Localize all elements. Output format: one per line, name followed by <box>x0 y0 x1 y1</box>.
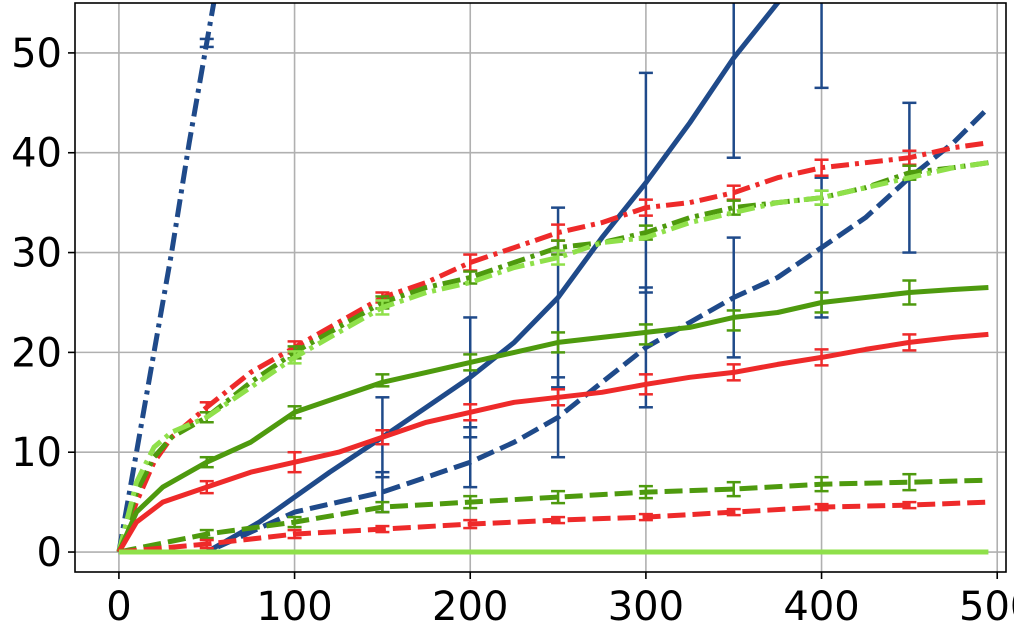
error-bar <box>902 279 917 306</box>
error-bar <box>814 502 829 512</box>
error-bar <box>551 515 566 525</box>
error-bar <box>726 236 741 359</box>
error-bar <box>287 528 302 540</box>
error-bar <box>814 291 829 314</box>
plot-frame <box>74 2 1007 573</box>
series-8 <box>118 472 989 555</box>
series-line <box>116 160 989 553</box>
error-bar <box>902 333 917 352</box>
error-bar <box>814 348 829 367</box>
error-bar <box>199 455 214 469</box>
series-6 <box>116 279 989 554</box>
y-tick-label: 20 <box>11 330 62 376</box>
error-bar <box>902 472 917 492</box>
error-bar <box>638 512 653 522</box>
series-line <box>118 477 989 555</box>
error-bar <box>199 528 214 540</box>
error-bar <box>463 426 478 489</box>
series-line <box>116 160 989 553</box>
x-tick-label: 300 <box>608 584 684 630</box>
error-bar <box>551 388 566 407</box>
series-line <box>116 331 989 554</box>
error-bar <box>726 309 741 332</box>
series-5 <box>116 160 989 553</box>
error-bar <box>638 323 653 346</box>
error-bar <box>551 331 566 354</box>
error-bar <box>726 507 741 517</box>
series-1 <box>118 3 829 555</box>
error-bar <box>463 403 478 422</box>
x-tick-label: 0 <box>106 584 131 630</box>
error-bar <box>375 428 390 446</box>
error-bar <box>287 450 302 474</box>
y-tick-label: 40 <box>11 131 62 177</box>
error-bar <box>638 373 653 396</box>
error-bar <box>287 405 302 420</box>
series-0 <box>116 3 217 553</box>
x-axis: 0 100 200 300 400 500 <box>106 572 1014 630</box>
error-bar <box>199 479 214 495</box>
error-bar <box>814 475 829 493</box>
error-bar <box>199 538 214 550</box>
error-bar <box>638 71 653 294</box>
error-bar <box>814 189 829 206</box>
error-bar <box>463 353 478 372</box>
error-bar <box>638 484 653 500</box>
x-tick-label: 100 <box>256 584 332 630</box>
y-tick-label: 30 <box>11 231 62 277</box>
error-bar <box>726 480 741 498</box>
y-tick-label: 0 <box>37 530 62 576</box>
error-bar <box>814 3 829 90</box>
error-bar <box>814 158 829 177</box>
error-bar <box>638 198 653 217</box>
error-bar <box>902 500 917 510</box>
error-bar <box>199 37 214 49</box>
error-bar <box>287 515 302 529</box>
error-bar <box>726 3 741 159</box>
series-layer <box>116 3 991 555</box>
x-tick-label: 400 <box>783 584 859 630</box>
error-bar <box>551 223 566 242</box>
x-tick-label: 500 <box>959 584 1014 630</box>
error-bar <box>375 299 390 316</box>
error-bar <box>551 489 566 505</box>
x-tick-label: 200 <box>432 584 508 630</box>
series-line <box>118 3 781 555</box>
series-line <box>118 106 991 555</box>
error-bar <box>551 249 566 266</box>
error-bar <box>287 350 302 365</box>
error-bar <box>375 500 390 514</box>
y-tick-label: 50 <box>11 31 62 77</box>
error-bar <box>375 524 390 534</box>
series-9 <box>118 499 989 555</box>
series-line <box>116 3 217 553</box>
series-7 <box>116 331 989 554</box>
series-2 <box>118 101 991 555</box>
error-bar <box>726 363 741 382</box>
y-axis: 0 10 20 30 40 50 <box>11 31 75 576</box>
series-line <box>116 140 989 553</box>
error-bar <box>463 518 478 530</box>
y-tick-label: 10 <box>11 430 62 476</box>
error-bar <box>375 373 390 388</box>
error-bar <box>463 494 478 510</box>
series-line <box>116 285 989 554</box>
